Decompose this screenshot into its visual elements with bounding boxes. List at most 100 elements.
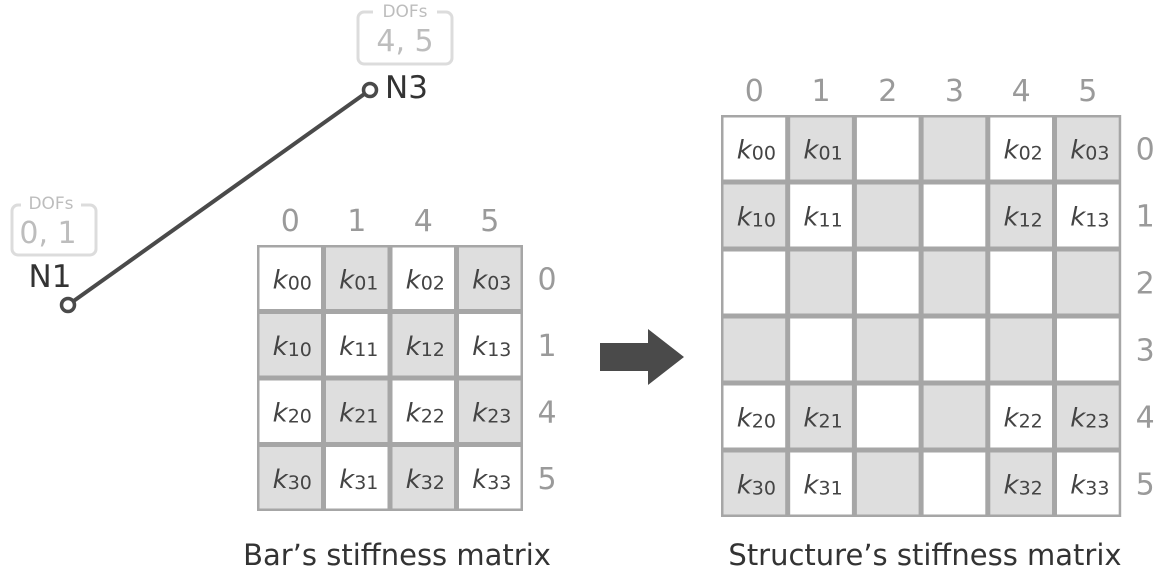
matrix-entry: k03 — [1070, 136, 1109, 166]
node-n3-label: N3 — [385, 70, 428, 106]
matrix-entry: k00 — [273, 265, 312, 295]
matrix-cell — [990, 251, 1052, 314]
matrix-entry: k11 — [803, 203, 842, 233]
column-index-label: 0 — [281, 204, 300, 239]
row-index-label: 1 — [537, 329, 556, 364]
matrix-entry: k02 — [406, 265, 445, 295]
matrix-cell — [856, 251, 919, 314]
node-n1-dofs-caption: DOFs — [28, 194, 73, 214]
matrix-cell — [259, 247, 321, 309]
row-index-label: 4 — [1136, 401, 1155, 436]
row-index-label: 0 — [537, 262, 556, 297]
matrix-cell — [259, 314, 321, 376]
matrix-cell — [723, 385, 786, 448]
matrix-cell — [790, 117, 852, 180]
matrix-entry: k31 — [803, 471, 842, 501]
matrix-cell — [923, 184, 986, 247]
matrix-cell — [990, 318, 1052, 381]
matrix-entry: k01 — [339, 265, 378, 295]
node-n1-dofs-tag: DOFs 0, 1 — [10, 192, 98, 257]
matrix-entry: k13 — [1070, 203, 1109, 233]
column-index-label: 3 — [945, 74, 964, 109]
bar-element — [66, 88, 372, 307]
row-index-label: 5 — [1136, 468, 1155, 503]
matrix-cell — [723, 184, 786, 247]
matrix-cell — [723, 251, 786, 314]
matrix-entry: k30 — [273, 465, 312, 495]
matrix-cell — [1057, 117, 1119, 180]
matrix-entry: k01 — [803, 136, 842, 166]
matrix-cell — [923, 318, 986, 381]
matrix-cell — [990, 117, 1052, 180]
bar-stiffness-matrix: k00 k01 k02 k03 k10 k11 k12 k13 k20 k21 k22 k23 k30 k… — [257, 204, 557, 511]
matrix-cell — [723, 452, 786, 515]
matrix-cell — [326, 314, 388, 376]
row-index-label: 3 — [1136, 334, 1155, 369]
column-index-label: 4 — [414, 204, 433, 239]
matrix-cell — [790, 251, 852, 314]
matrix-entry: k10 — [273, 332, 312, 362]
structure-matrix-caption: Structure’s stiffness matrix — [728, 538, 1121, 569]
matrix-cell — [326, 447, 388, 509]
matrix-cell — [923, 117, 986, 180]
matrix-cell — [856, 184, 919, 247]
matrix-cell — [1057, 385, 1119, 448]
column-index-label: 5 — [1078, 74, 1097, 109]
column-index-label: 5 — [480, 204, 499, 239]
node-n3-dofs-tag: DOFs 4, 5 — [356, 0, 454, 66]
matrix-cell — [326, 247, 388, 309]
matrix-cell — [790, 452, 852, 515]
matrix-cell — [459, 314, 521, 376]
matrix-cell — [259, 447, 321, 509]
matrix-cell — [1057, 318, 1119, 381]
column-index-label: 1 — [812, 74, 831, 109]
matrix-entry: k30 — [737, 471, 776, 501]
matrix-entry: k23 — [1070, 404, 1109, 434]
matrix-entry: k13 — [472, 332, 511, 362]
matrix-cell — [392, 380, 454, 442]
matrix-entry: k33 — [1070, 471, 1109, 501]
node-n1-dofs-values: 0, 1 — [19, 216, 76, 251]
matrix-cell — [990, 184, 1052, 247]
matrix-cell — [790, 385, 852, 448]
matrix-cell — [1057, 251, 1119, 314]
row-index-label: 1 — [1136, 200, 1155, 235]
node-n1-marker — [59, 296, 77, 314]
matrix-entry: k33 — [472, 465, 511, 495]
matrix-entry: k20 — [273, 398, 312, 428]
column-index-label: 2 — [878, 74, 897, 109]
node-n3-dofs-caption: DOFs — [382, 2, 427, 22]
matrix-entry: k31 — [339, 465, 378, 495]
matrix-entry: k23 — [472, 398, 511, 428]
matrix-entry: k21 — [803, 404, 842, 434]
matrix-cell — [990, 452, 1052, 515]
matrix-cell — [856, 452, 919, 515]
matrix-cell — [1057, 452, 1119, 515]
bar-matrix-caption: Bar’s stiffness matrix — [243, 538, 551, 569]
column-index-label: 4 — [1012, 74, 1031, 109]
matrix-cell — [723, 318, 786, 381]
matrix-cell — [459, 380, 521, 442]
matrix-cell — [459, 447, 521, 509]
node-n1-label: N1 — [29, 259, 72, 295]
column-index-label: 0 — [745, 74, 764, 109]
matrix-cell — [790, 318, 852, 381]
matrix-entry: k11 — [339, 332, 378, 362]
matrix-cell — [392, 247, 454, 309]
matrix-entry: k10 — [737, 203, 776, 233]
row-index-label: 0 — [1136, 133, 1155, 168]
matrix-cell — [923, 385, 986, 448]
matrix-entry: k32 — [406, 465, 445, 495]
matrix-entry: k03 — [472, 265, 511, 295]
matrix-cell — [392, 314, 454, 376]
matrix-cell — [990, 385, 1052, 448]
right-arrow-icon — [600, 329, 684, 385]
matrix-entry: k22 — [1004, 404, 1043, 434]
matrix-cell — [923, 452, 986, 515]
node-n3-marker — [361, 81, 379, 99]
matrix-cell — [790, 184, 852, 247]
matrix-cell — [856, 318, 919, 381]
matrix-entry: k32 — [1004, 471, 1043, 501]
matrix-entry: k12 — [406, 332, 445, 362]
row-index-label: 4 — [537, 395, 556, 430]
